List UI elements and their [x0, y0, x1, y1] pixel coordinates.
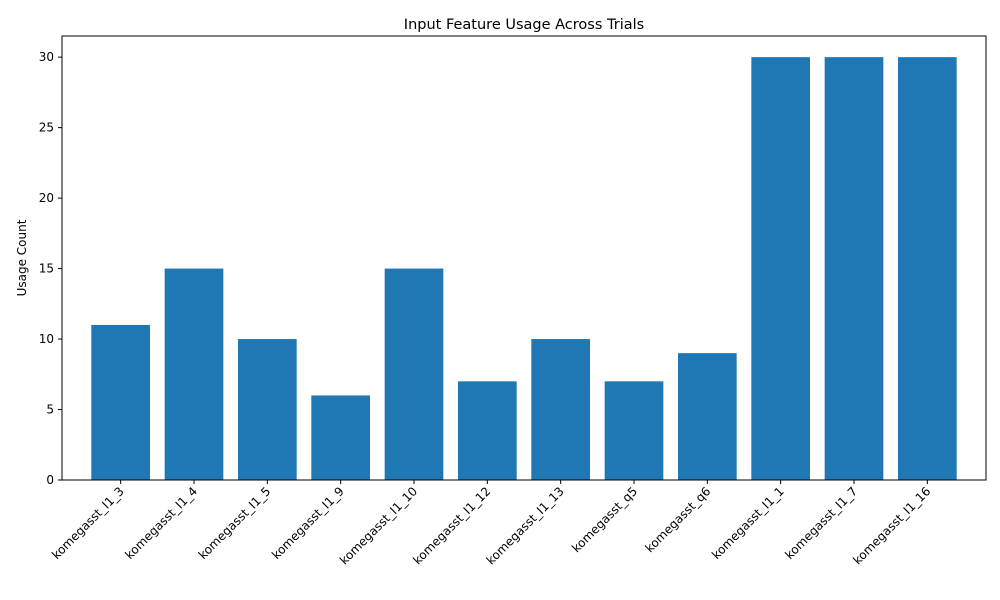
x-tick-label: komegasst_q6 — [642, 484, 713, 555]
x-tick-label: komegasst_I1_7 — [782, 484, 860, 562]
bar-komegasst_I1_1 — [751, 57, 810, 480]
bars-group — [91, 57, 957, 480]
y-tick-label: 30 — [39, 50, 54, 64]
bar-komegasst_I1_7 — [824, 57, 884, 480]
bar-komegasst_q5 — [604, 381, 664, 480]
y-axis-label: Usage Count — [15, 219, 29, 296]
bar-komegasst_I1_9 — [311, 395, 370, 480]
x-tick-label: komegasst_I1_10 — [337, 484, 420, 567]
x-tick-label: komegasst_I1_3 — [49, 484, 127, 562]
x-tick-label: komegasst_I1_4 — [122, 484, 200, 562]
y-tick-label: 25 — [39, 121, 54, 135]
y-axis: 0 5 10 15 20 25 30 — [39, 50, 62, 487]
bar-komegasst_I1_12 — [458, 381, 517, 480]
x-tick-label: komegasst_I1_16 — [850, 484, 933, 567]
bar-komegasst_I1_4 — [164, 268, 224, 480]
bar-komegasst_I1_3 — [91, 324, 150, 480]
bar-komegasst_I1_5 — [238, 339, 297, 480]
y-tick-label: 0 — [46, 473, 54, 487]
x-tick-label: komegasst_I1_9 — [269, 484, 347, 562]
bar-komegasst_q6 — [678, 353, 737, 480]
x-tick-label: komegasst_I1_1 — [709, 484, 787, 562]
y-tick-label: 15 — [39, 262, 54, 276]
y-tick-label: 10 — [39, 332, 54, 346]
bar-komegasst_I1_10 — [384, 268, 444, 480]
y-tick-label: 20 — [39, 191, 54, 205]
bar-komegasst_I1_13 — [531, 339, 590, 480]
x-tick-label: komegasst_I1_5 — [196, 484, 274, 562]
x-tick-label: komegasst_I1_12 — [410, 484, 493, 567]
y-tick-label: 5 — [46, 403, 54, 417]
x-tick-label: komegasst_I1_13 — [484, 484, 567, 567]
axes-frame — [61, 35, 987, 481]
x-axis: komegasst_I1_3komegasst_I1_4komegasst_I1… — [49, 480, 933, 567]
x-tick-label: komegasst_q5 — [569, 484, 640, 555]
bar-komegasst_I1_16 — [898, 57, 957, 480]
chart-title: Input Feature Usage Across Trials — [404, 17, 644, 33]
